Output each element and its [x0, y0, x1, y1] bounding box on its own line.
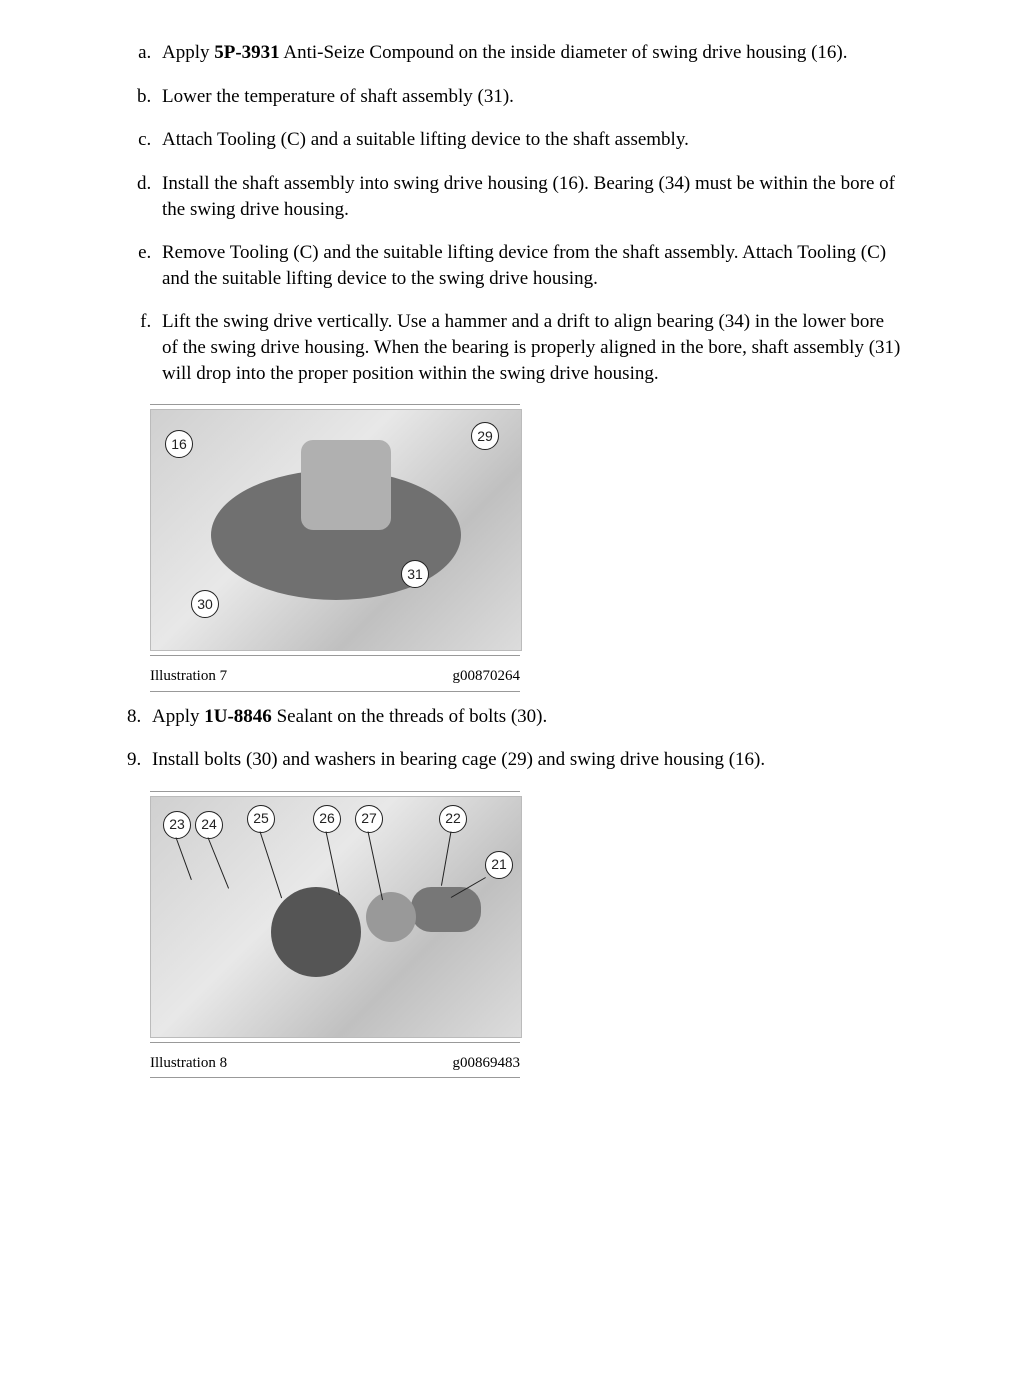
- callout-31: 31: [401, 560, 429, 588]
- step-e: Remove Tooling (C) and the suitable lift…: [156, 240, 902, 291]
- illustration-7-code: g00870264: [453, 666, 521, 686]
- illustration-7-image: 16 29 30 31: [150, 409, 522, 651]
- step-c: Attach Tooling (C) and a suitable liftin…: [156, 127, 902, 153]
- step-b-text: Lower the temperature of shaft assembly …: [162, 86, 514, 107]
- sub-steps-list: Apply 5P-3931 Anti-Seize Compound on the…: [122, 40, 902, 386]
- callout-16: 16: [165, 430, 193, 458]
- callout-24: 24: [195, 811, 223, 839]
- rule: [150, 404, 520, 405]
- callout-26: 26: [313, 805, 341, 833]
- rule: [150, 791, 520, 792]
- callout-21: 21: [485, 851, 513, 879]
- illustration-7-label: Illustration 7: [150, 666, 227, 686]
- illustration-8-image: 23 24 25 26 27 22 21: [150, 796, 522, 1038]
- rule: [150, 655, 520, 656]
- step-f: Lift the swing drive vertically. Use a h…: [156, 309, 902, 386]
- callout-29: 29: [471, 422, 499, 450]
- main-steps-list: Apply 1U-8846 Sealant on the threads of …: [122, 704, 902, 773]
- figure-8-block: 23 24 25 26 27 22 21 Illustration 8 g008…: [150, 791, 520, 1078]
- step-f-text: Lift the swing drive vertically. Use a h…: [162, 311, 900, 383]
- rule: [150, 1077, 520, 1078]
- step-a-text: Apply 5P-3931 Anti-Seize Compound on the…: [162, 42, 848, 63]
- step-c-text: Attach Tooling (C) and a suitable liftin…: [162, 129, 689, 150]
- illustration-8-label: Illustration 8: [150, 1053, 227, 1073]
- illustration-8-caption: Illustration 8 g00869483: [150, 1053, 520, 1073]
- step-b: Lower the temperature of shaft assembly …: [156, 84, 902, 110]
- figure-7-block: 16 29 30 31 Illustration 7 g00870264: [150, 404, 520, 691]
- rule: [150, 1042, 520, 1043]
- step-9: Install bolts (30) and washers in bearin…: [146, 747, 902, 773]
- step-d: Install the shaft assembly into swing dr…: [156, 171, 902, 222]
- callout-23: 23: [163, 811, 191, 839]
- callout-25: 25: [247, 805, 275, 833]
- step-e-text: Remove Tooling (C) and the suitable lift…: [162, 242, 886, 289]
- callout-27: 27: [355, 805, 383, 833]
- illustration-8-code: g00869483: [453, 1053, 521, 1073]
- illustration-7-caption: Illustration 7 g00870264: [150, 666, 520, 686]
- step-8: Apply 1U-8846 Sealant on the threads of …: [146, 704, 902, 730]
- callout-22: 22: [439, 805, 467, 833]
- step-8-text: Apply 1U-8846 Sealant on the threads of …: [152, 706, 547, 727]
- step-d-text: Install the shaft assembly into swing dr…: [162, 173, 895, 220]
- rule: [150, 691, 520, 692]
- step-9-text: Install bolts (30) and washers in bearin…: [152, 749, 765, 770]
- callout-30: 30: [191, 590, 219, 618]
- step-a: Apply 5P-3931 Anti-Seize Compound on the…: [156, 40, 902, 66]
